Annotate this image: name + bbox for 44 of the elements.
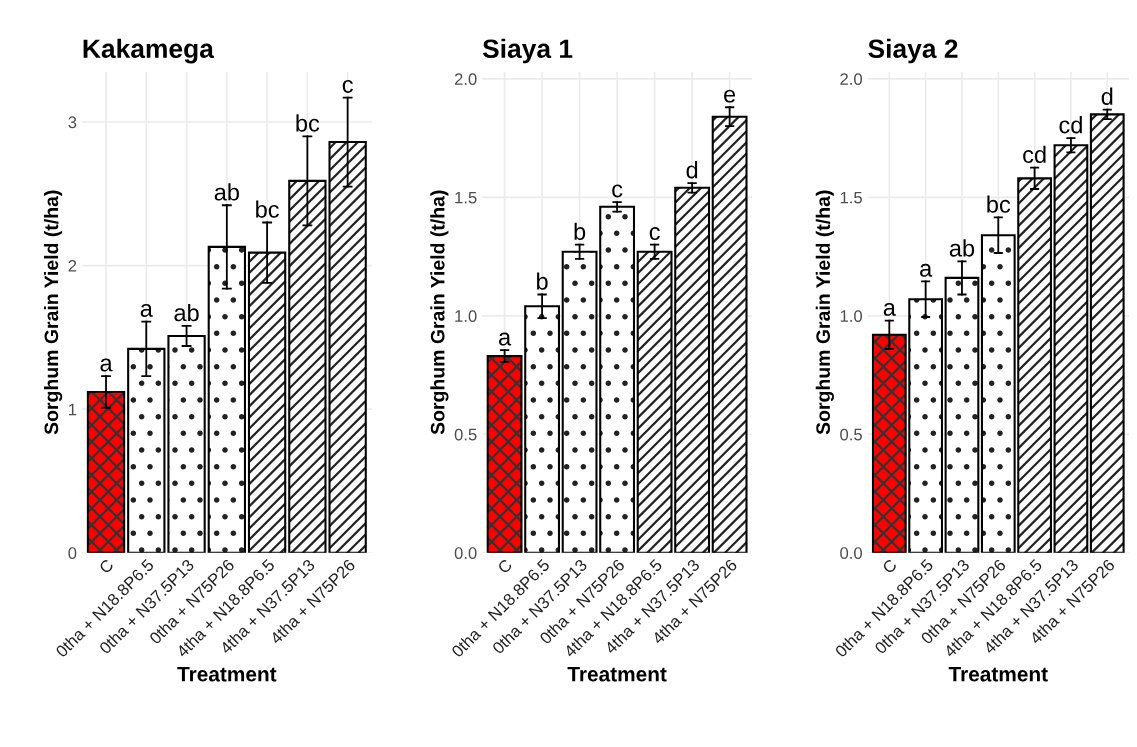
- annotation: cd: [1023, 145, 1046, 164]
- annotation: b: [574, 222, 586, 241]
- y-tick-label: 0.5: [840, 428, 862, 441]
- y-tick-label: 1.0: [455, 310, 477, 322]
- y-tick-label: 2: [68, 259, 77, 272]
- chart-title: Siaya 1: [482, 38, 573, 64]
- y-tick-label: 0.5: [454, 428, 477, 441]
- annotation: bc: [296, 114, 320, 132]
- annotation: cd: [1059, 116, 1082, 134]
- y-axis-title: Sorghum Grain Yield (t/ha): [43, 190, 63, 435]
- annotation: d: [686, 161, 698, 179]
- annotation: a: [883, 302, 896, 316]
- y-tick-label: 1: [69, 403, 77, 416]
- annotation: a: [140, 303, 153, 317]
- annotation: c: [612, 184, 623, 198]
- annotation: a: [100, 358, 113, 372]
- x-axis-title: Treatment: [177, 667, 277, 682]
- annotation: ab: [174, 303, 199, 322]
- y-tick-label: 3: [68, 116, 77, 129]
- y-axis-title: Sorghum Grain Yield (t/ha): [430, 190, 449, 435]
- y-tick-label: 0: [68, 547, 77, 559]
- chart-title: Kakamega: [83, 38, 215, 64]
- annotation: ab: [214, 183, 239, 201]
- y-axis-title: Sorghum Grain Yield (t/ha): [815, 190, 834, 435]
- annotation: bc: [987, 195, 1011, 213]
- annotation: bc: [256, 200, 279, 218]
- annotation: a: [920, 263, 933, 277]
- y-tick-label: 1.0: [840, 310, 863, 322]
- y-tick-label: 0.0: [454, 547, 477, 559]
- annotation: ab: [949, 239, 975, 257]
- annotation: e: [724, 89, 736, 103]
- chart-title: Siaya 2: [868, 38, 958, 64]
- annotation: d: [1101, 87, 1113, 105]
- annotation: b: [537, 272, 548, 290]
- annotation: c: [342, 79, 353, 93]
- y-tick-label: 2.0: [840, 73, 863, 86]
- annotation: a: [499, 332, 512, 346]
- y-tick-label: 0.0: [840, 547, 863, 559]
- x-axis-title: Treatment: [948, 667, 1048, 682]
- y-tick-label: 1.5: [840, 191, 862, 204]
- y-tick-label: 2.0: [454, 73, 477, 86]
- x-axis-title: Treatment: [567, 667, 667, 682]
- annotation: c: [649, 227, 660, 241]
- y-tick-label: 1.5: [455, 191, 477, 204]
